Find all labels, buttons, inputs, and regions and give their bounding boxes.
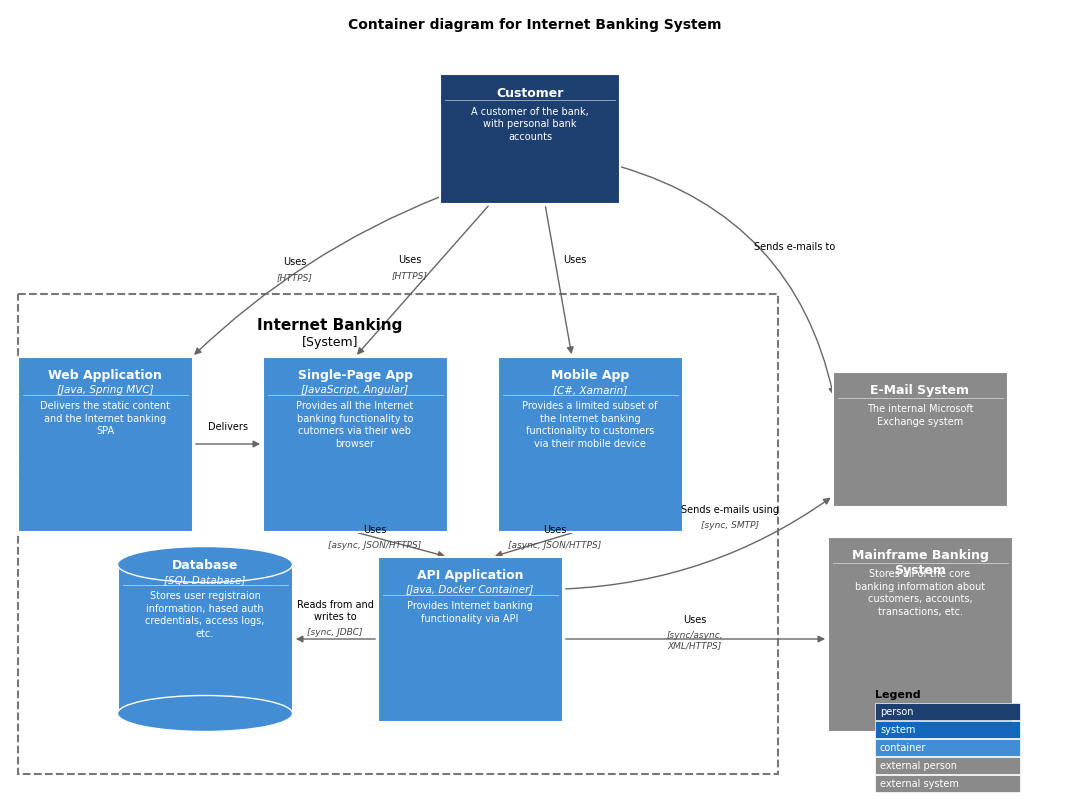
Text: API Application: API Application	[416, 569, 523, 582]
Text: Mainframe Banking
System: Mainframe Banking System	[852, 548, 989, 577]
Bar	[118, 565, 292, 714]
Text: person: person	[880, 707, 914, 716]
Text: Database: Database	[172, 559, 239, 572]
Text: external person: external person	[880, 760, 957, 771]
Text: container: container	[880, 743, 927, 752]
Ellipse shape	[118, 695, 292, 732]
Text: Single-Page App: Single-Page App	[297, 369, 413, 382]
Text: [HTTPS]: [HTTPS]	[392, 271, 428, 279]
Text: Web Application: Web Application	[48, 369, 162, 382]
Text: Internet Banking: Internet Banking	[257, 318, 402, 332]
Text: Stores all of the core
banking information about
customers, accounts,
transactio: Stores all of the core banking informati…	[855, 569, 985, 616]
Text: [sync, JDBC]: [sync, JDBC]	[307, 627, 363, 636]
Text: Provides a limited subset of
the Internet banking
functionality to customers
via: Provides a limited subset of the Interne…	[522, 401, 658, 448]
Text: Container diagram for Internet Banking System: Container diagram for Internet Banking S…	[348, 18, 722, 32]
Bar	[875, 703, 1020, 720]
Text: [C#, Xamarin]: [C#, Xamarin]	[553, 385, 627, 395]
Text: The internal Microsoft
Exchange system: The internal Microsoft Exchange system	[867, 404, 974, 426]
Text: [JavaScript, Angular]: [JavaScript, Angular]	[302, 385, 409, 395]
Text: Legend: Legend	[875, 689, 920, 699]
Bar	[875, 775, 1020, 792]
Text: [sync, SMTP]: [sync, SMTP]	[701, 520, 759, 529]
Text: [Java, Spring MVC]: [Java, Spring MVC]	[57, 385, 153, 395]
Bar	[832, 372, 1008, 507]
Text: Provides all the Internet
banking functionality to
cutomers via their web
browse: Provides all the Internet banking functi…	[296, 401, 414, 448]
Text: Customer: Customer	[496, 87, 564, 100]
Text: Mobile App: Mobile App	[551, 369, 629, 382]
Bar	[262, 357, 447, 532]
Text: [async, JSON/HTTPS]: [async, JSON/HTTPS]	[508, 540, 601, 549]
Text: system: system	[880, 724, 915, 735]
Text: Uses: Uses	[284, 257, 307, 267]
Text: [sync/async,
XML/HTTPS]: [sync/async, XML/HTTPS]	[667, 630, 723, 650]
Bar	[875, 757, 1020, 774]
Text: Uses: Uses	[544, 524, 567, 534]
Bar	[17, 357, 193, 532]
Bar	[875, 721, 1020, 738]
Text: Sends e-mails using: Sends e-mails using	[681, 504, 779, 515]
Text: [async, JSON/HTTPS]: [async, JSON/HTTPS]	[328, 540, 422, 549]
Text: [Java, Docker Container]: [Java, Docker Container]	[407, 585, 534, 595]
Bar	[18, 295, 778, 774]
Text: external system: external system	[880, 779, 959, 789]
Bar	[498, 357, 683, 532]
Text: [System]: [System]	[302, 336, 358, 349]
Text: Reads from and
writes to: Reads from and writes to	[296, 600, 373, 622]
Text: [HTTPS]: [HTTPS]	[277, 273, 312, 282]
Text: Uses: Uses	[364, 524, 386, 534]
Text: E-Mail System: E-Mail System	[871, 384, 969, 397]
Text: Delivers: Delivers	[208, 422, 248, 431]
Text: Stores user registraion
information, hased auth
credentials, access logs,
etc.: Stores user registraion information, has…	[146, 591, 264, 638]
Text: [SQL Database]: [SQL Database]	[165, 575, 246, 585]
Bar	[827, 537, 1012, 732]
Ellipse shape	[118, 547, 292, 583]
Bar	[378, 556, 563, 722]
Text: Uses: Uses	[398, 255, 422, 265]
Text: Uses: Uses	[684, 614, 706, 624]
Text: Provides Internet banking
functionality via API: Provides Internet banking functionality …	[407, 601, 533, 623]
Bar	[440, 75, 620, 205]
Text: Sends e-mails to: Sends e-mails to	[754, 242, 836, 251]
Bar	[875, 739, 1020, 756]
Text: Uses: Uses	[563, 255, 586, 265]
Text: A customer of the bank,
with personal bank
accounts: A customer of the bank, with personal ba…	[471, 107, 588, 141]
Text: Delivers the static content
and the Internet banking
SPA: Delivers the static content and the Inte…	[40, 401, 170, 436]
